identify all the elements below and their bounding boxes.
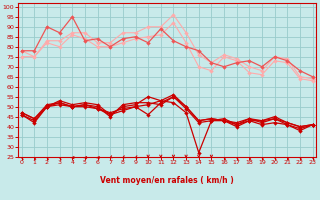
X-axis label: Vent moyen/en rafales ( km/h ): Vent moyen/en rafales ( km/h ) bbox=[100, 176, 234, 185]
